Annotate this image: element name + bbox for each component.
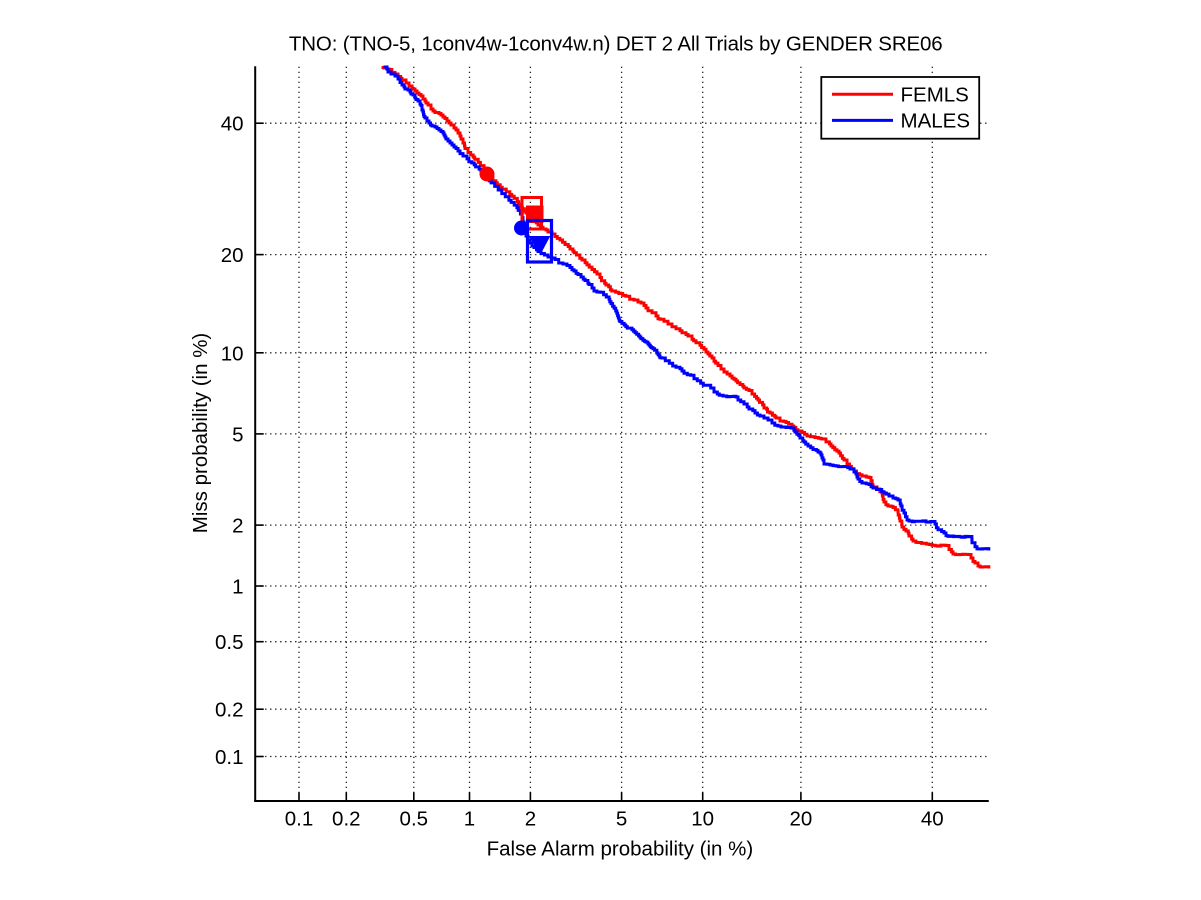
svg-text:0.5: 0.5 (215, 631, 244, 654)
svg-text:1: 1 (232, 576, 243, 599)
svg-text:5: 5 (232, 423, 243, 446)
svg-text:TNO: (TNO-5, 1conv4w-1conv4w.n: TNO: (TNO-5, 1conv4w-1conv4w.n) DET 2 Al… (289, 33, 943, 56)
svg-text:20: 20 (789, 808, 812, 831)
svg-text:0.5: 0.5 (400, 808, 429, 831)
svg-text:40: 40 (921, 808, 944, 831)
svg-text:MALES: MALES (901, 110, 971, 133)
svg-text:0.1: 0.1 (285, 808, 314, 831)
svg-text:0.2: 0.2 (332, 808, 361, 831)
svg-text:5: 5 (616, 808, 627, 831)
svg-text:0.1: 0.1 (215, 746, 244, 769)
svg-text:2: 2 (232, 515, 243, 538)
svg-text:FEMLS: FEMLS (901, 84, 969, 107)
svg-text:1: 1 (464, 808, 475, 831)
svg-text:2: 2 (525, 808, 536, 831)
svg-text:20: 20 (221, 244, 244, 267)
svg-text:0.2: 0.2 (215, 699, 244, 722)
svg-text:10: 10 (691, 808, 714, 831)
svg-text:10: 10 (221, 342, 244, 365)
svg-text:40: 40 (221, 113, 244, 136)
svg-text:Miss probability (in %): Miss probability (in %) (189, 333, 212, 534)
svg-text:False Alarm probability (in %): False Alarm probability (in %) (487, 837, 754, 860)
